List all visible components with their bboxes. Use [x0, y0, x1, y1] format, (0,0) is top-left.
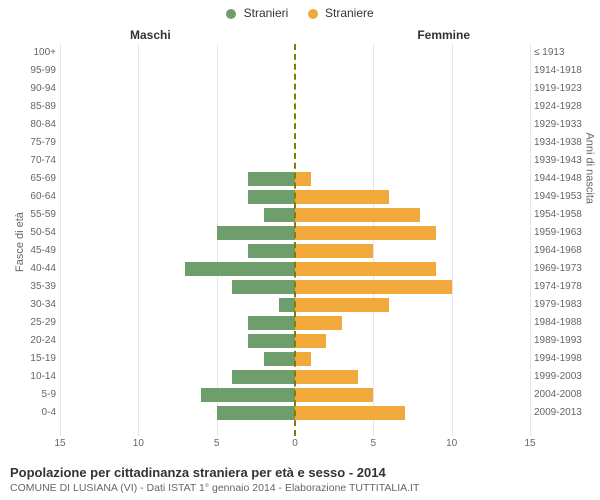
bar-female: [295, 298, 389, 312]
y-label-birth: 1919-1923: [534, 83, 582, 94]
bar-female: [295, 370, 358, 384]
legend: Stranieri Straniere: [0, 6, 600, 20]
bar-female: [295, 190, 389, 204]
bar-male: [264, 208, 295, 222]
bar-male: [248, 172, 295, 186]
legend-swatch-female: [308, 9, 318, 19]
y-label-birth: 1989-1993: [534, 335, 582, 346]
y-label-birth: 2009-2013: [534, 407, 582, 418]
bar-female: [295, 316, 342, 330]
y-label-age: 10-14: [6, 371, 56, 382]
y-label-birth: 1929-1933: [534, 119, 582, 130]
grid-line: [530, 44, 531, 436]
bar-male: [201, 388, 295, 402]
x-tick-label: 5: [214, 438, 220, 449]
plot-area: [60, 44, 530, 436]
y-label-birth: 1964-1968: [534, 245, 582, 256]
bar-male: [232, 370, 295, 384]
bar-male: [217, 226, 295, 240]
footer-title: Popolazione per cittadinanza straniera p…: [10, 465, 590, 480]
bar-male: [248, 190, 295, 204]
legend-item-male: Stranieri: [226, 6, 288, 20]
y-label-age: 95-99: [6, 65, 56, 76]
y-label-birth: ≤ 1913: [534, 47, 565, 58]
x-tick-label: 15: [54, 438, 65, 449]
chart-footer: Popolazione per cittadinanza straniera p…: [10, 465, 590, 494]
bar-male: [185, 262, 295, 276]
y-label-age: 25-29: [6, 317, 56, 328]
bar-male: [217, 406, 295, 420]
y-label-birth: 1959-1963: [534, 227, 582, 238]
side-title-male: Maschi: [130, 28, 171, 42]
bar-female: [295, 244, 373, 258]
bar-male: [248, 244, 295, 258]
y-label-age: 60-64: [6, 191, 56, 202]
bar-male: [264, 352, 295, 366]
bar-male: [248, 334, 295, 348]
y-label-age: 65-69: [6, 173, 56, 184]
x-tick-label: 10: [133, 438, 144, 449]
footer-subtitle: COMUNE DI LUSIANA (VI) - Dati ISTAT 1° g…: [10, 482, 590, 494]
y-label-birth: 2004-2008: [534, 389, 582, 400]
y-label-birth: 1949-1953: [534, 191, 582, 202]
bar-male: [248, 316, 295, 330]
y-label-age: 20-24: [6, 335, 56, 346]
y-label-age: 30-34: [6, 299, 56, 310]
side-title-female: Femmine: [417, 28, 470, 42]
y-label-birth: 1999-2003: [534, 371, 582, 382]
x-tick-label: 5: [371, 438, 377, 449]
y-label-birth: 1979-1983: [534, 299, 582, 310]
y-label-age: 70-74: [6, 155, 56, 166]
axis-title-left: Fasce di età: [14, 212, 26, 272]
bar-male: [279, 298, 295, 312]
y-label-birth: 1914-1918: [534, 65, 582, 76]
y-label-age: 15-19: [6, 353, 56, 364]
bar-female: [295, 406, 405, 420]
y-label-age: 5-9: [6, 389, 56, 400]
bar-female: [295, 352, 311, 366]
bar-female: [295, 172, 311, 186]
axis-center-line: [294, 44, 296, 436]
legend-label-female: Straniere: [325, 6, 374, 20]
x-tick-label: 15: [524, 438, 535, 449]
y-label-birth: 1944-1948: [534, 173, 582, 184]
bar-female: [295, 262, 436, 276]
bar-female: [295, 208, 420, 222]
y-label-birth: 1954-1958: [534, 209, 582, 220]
bar-female: [295, 334, 326, 348]
population-pyramid-chart: Stranieri Straniere Maschi Femmine Popol…: [0, 0, 600, 500]
legend-label-male: Stranieri: [244, 6, 289, 20]
y-label-birth: 1934-1938: [534, 137, 582, 148]
y-label-birth: 1969-1973: [534, 263, 582, 274]
axis-title-right: Anni di nascita: [584, 132, 596, 204]
y-label-birth: 1994-1998: [534, 353, 582, 364]
y-label-age: 75-79: [6, 137, 56, 148]
y-label-birth: 1984-1988: [534, 317, 582, 328]
y-label-age: 35-39: [6, 281, 56, 292]
y-label-age: 80-84: [6, 119, 56, 130]
x-tick-label: 10: [446, 438, 457, 449]
bar-female: [295, 226, 436, 240]
y-label-age: 85-89: [6, 101, 56, 112]
bar-female: [295, 388, 373, 402]
y-label-birth: 1939-1943: [534, 155, 582, 166]
bar-female: [295, 280, 452, 294]
bar-male: [232, 280, 295, 294]
x-tick-label: 0: [292, 438, 298, 449]
y-label-birth: 1974-1978: [534, 281, 582, 292]
legend-swatch-male: [226, 9, 236, 19]
y-label-age: 0-4: [6, 407, 56, 418]
legend-item-female: Straniere: [308, 6, 374, 20]
y-label-age: 100+: [6, 47, 56, 58]
y-label-age: 90-94: [6, 83, 56, 94]
y-label-birth: 1924-1928: [534, 101, 582, 112]
